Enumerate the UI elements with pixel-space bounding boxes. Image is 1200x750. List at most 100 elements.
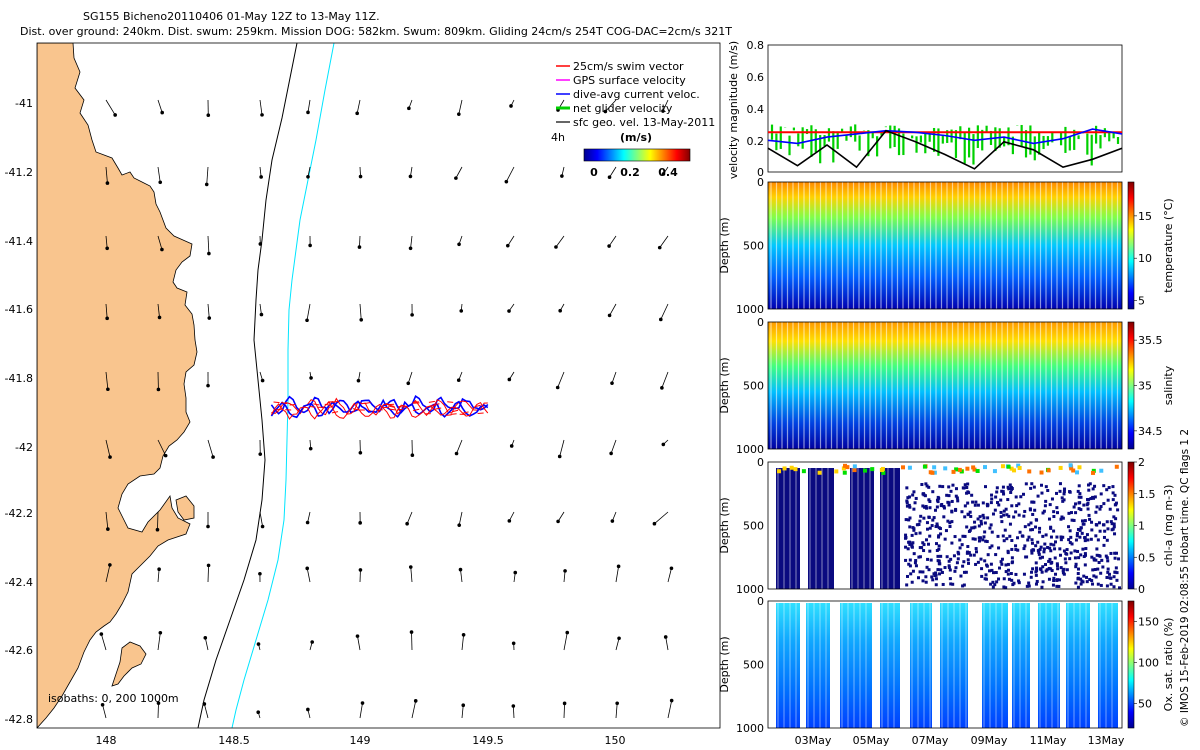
chl-sample xyxy=(1107,572,1111,576)
chl-sample xyxy=(911,541,915,545)
chl-sample xyxy=(1068,541,1072,545)
chl-sample xyxy=(1076,567,1080,571)
chl-sample xyxy=(941,582,945,586)
chl-sample xyxy=(967,561,971,565)
chl-sample xyxy=(908,540,912,544)
velocity-series-line xyxy=(767,129,1123,170)
chl-sample xyxy=(1051,583,1055,587)
quiver-arrow-head xyxy=(160,110,164,115)
colorbar-tick-label: 0.5 xyxy=(1138,551,1156,564)
quiver-arrow-head xyxy=(260,378,265,383)
chl-sample xyxy=(1028,508,1032,512)
chl-sample xyxy=(1034,518,1038,522)
chl-sample xyxy=(1099,571,1103,575)
quiver-arrow-head xyxy=(158,630,163,635)
chl-sample xyxy=(1113,556,1117,560)
section-colorbar-label: salinity xyxy=(1162,365,1175,405)
quiver-arrow xyxy=(662,99,669,112)
chl-sample xyxy=(1022,547,1026,551)
quiver-arrow xyxy=(406,511,413,524)
quiver-arrow-head xyxy=(459,309,464,313)
chl-surface-sample xyxy=(843,463,848,468)
chl-sample xyxy=(1006,551,1010,555)
chl-sample xyxy=(991,512,995,516)
swim-vector xyxy=(273,401,280,404)
quiver-arrow xyxy=(615,703,618,719)
quiver-arrow-head xyxy=(113,113,117,117)
quiver-arrow-head xyxy=(358,521,362,525)
chl-sample xyxy=(956,499,960,503)
chl-sample xyxy=(979,519,983,523)
chl-sample xyxy=(904,536,908,540)
chl-sample xyxy=(1000,520,1004,524)
chl-sample xyxy=(1030,538,1034,542)
chl-sample xyxy=(1061,499,1065,503)
chl-sample xyxy=(1044,485,1048,489)
quiver-arrow-head xyxy=(408,565,413,569)
chl-sample xyxy=(1015,504,1019,508)
chl-surface-sample xyxy=(922,464,927,469)
chl-sample xyxy=(953,569,957,573)
chl-sample xyxy=(1090,579,1094,583)
chl-sample xyxy=(1073,549,1077,553)
chl-sample xyxy=(1117,586,1121,590)
chl-sample xyxy=(979,557,983,561)
chl-sample xyxy=(912,552,916,556)
chl-sample xyxy=(1083,536,1087,540)
chl-sample xyxy=(1029,575,1033,579)
quiver-arrow xyxy=(654,511,669,525)
chl-sample xyxy=(1110,522,1114,526)
chl-sample xyxy=(916,576,920,580)
chl-sample xyxy=(1047,559,1051,563)
quiver-arrow-head xyxy=(211,455,215,459)
quiver-arrow-head xyxy=(616,564,621,569)
chl-sample xyxy=(1059,566,1063,570)
quiver-arrow xyxy=(356,99,361,114)
chl-sample xyxy=(1061,571,1065,575)
chl-sample xyxy=(1050,497,1054,501)
chl-sample xyxy=(1080,579,1084,583)
chl-surface-sample xyxy=(951,469,956,474)
chl-sample xyxy=(1113,493,1117,497)
chl-sample xyxy=(1030,549,1034,553)
chl-sample xyxy=(1008,522,1012,526)
chl-surface-sample xyxy=(1058,465,1063,470)
chl-sample xyxy=(1037,530,1041,534)
colorbar-tick-label: 15 xyxy=(1138,210,1152,223)
chl-sample xyxy=(1038,567,1042,571)
chl-sample xyxy=(1079,577,1083,581)
chl-sample xyxy=(1084,547,1088,551)
quiver-arrow-head xyxy=(513,570,518,575)
chl-sample xyxy=(954,494,958,498)
quiver-arrow xyxy=(157,511,159,530)
chl-sample xyxy=(1014,495,1018,499)
chl-sample xyxy=(989,562,993,566)
chl-sample xyxy=(1049,525,1053,529)
quiver-arrow-head xyxy=(456,378,461,383)
quiver-arrow-head xyxy=(509,444,514,448)
chl-sample xyxy=(1014,572,1018,576)
chl-sample xyxy=(1023,544,1027,548)
colorbar-tick-label: 35.5 xyxy=(1138,334,1163,347)
chl-sample xyxy=(1038,556,1042,560)
swim-vector xyxy=(352,408,360,411)
chl-sample xyxy=(980,574,984,578)
chl-sample xyxy=(1002,539,1006,543)
quiver-arrow xyxy=(207,439,214,458)
chl-sample xyxy=(941,485,945,489)
chl-surface-sample xyxy=(932,465,937,470)
chl-sample xyxy=(1004,570,1008,574)
chl-sample xyxy=(984,539,988,543)
chl-sample xyxy=(930,575,934,579)
quiver-arrow-head xyxy=(558,308,562,313)
swim-vector xyxy=(398,406,405,408)
chl-surface-sample xyxy=(957,467,962,472)
chl-sample xyxy=(907,518,911,522)
chl-sample xyxy=(1018,530,1022,534)
chl-sample xyxy=(937,526,941,530)
chl-sample xyxy=(1049,542,1053,546)
quiver-arrow xyxy=(157,235,163,250)
chl-sample xyxy=(967,529,971,533)
chl-sample xyxy=(908,542,912,546)
map-ytick: -41.8 xyxy=(5,372,33,385)
